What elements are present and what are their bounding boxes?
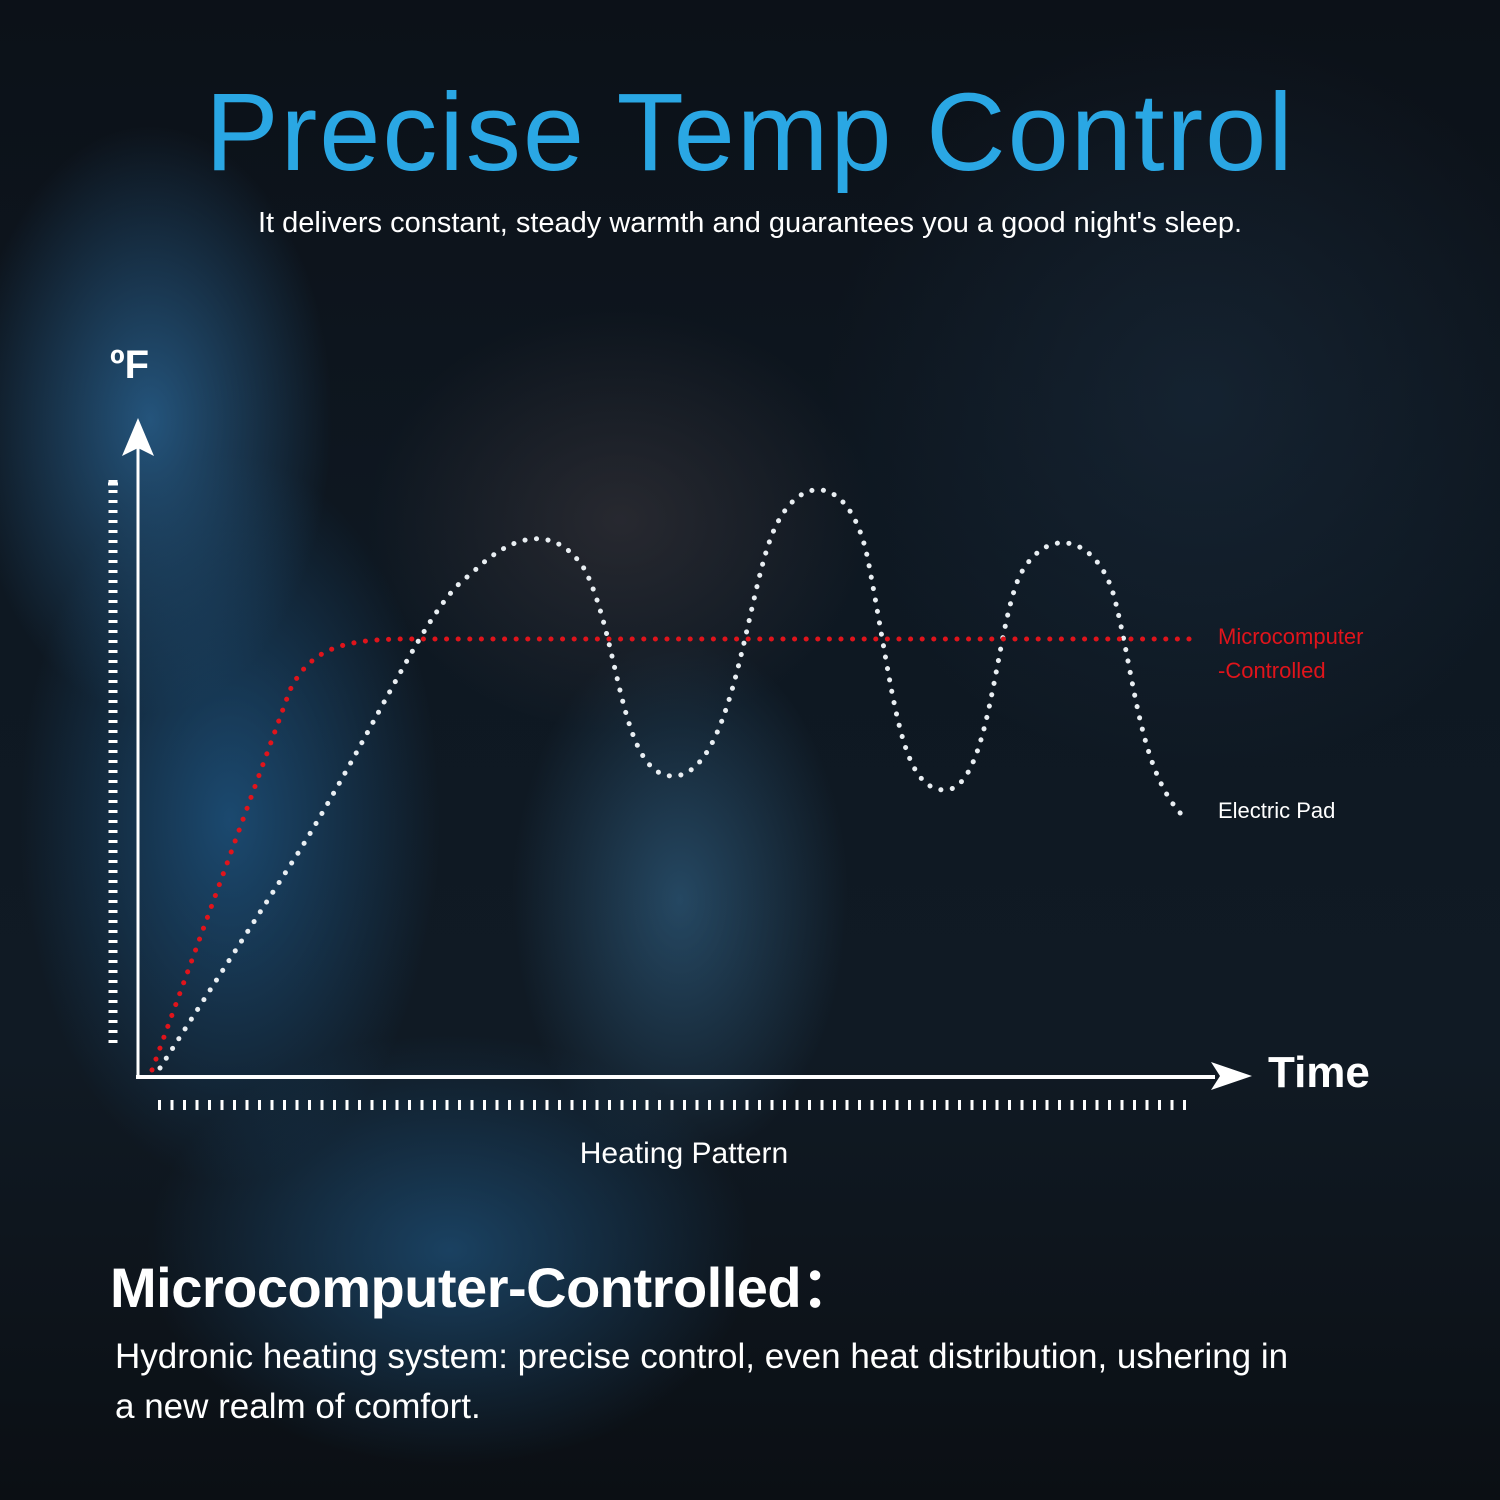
feature-title: Microcomputer-Controlled： (110, 1256, 857, 1319)
y-axis-label: ºF (110, 343, 150, 387)
feature-description: Hydronic heating system: precise control… (115, 1337, 1289, 1426)
microcomputer-series (149, 636, 1203, 1073)
electric-pad-series (157, 487, 1185, 1071)
legend-electric-pad: Electric Pad (1218, 798, 1336, 823)
y-axis-arrow-icon (122, 418, 154, 456)
page-title: Precise Temp Control (205, 71, 1295, 194)
legend-microcomputer: Microcomputer -Controlled (1218, 620, 1363, 688)
legend-microcomputer-line2: -Controlled (1218, 658, 1326, 683)
chart-caption: Heating Pattern (579, 1137, 789, 1170)
x-axis-arrow-icon (1211, 1062, 1252, 1090)
subtitle: It delivers constant, steady warmth and … (257, 207, 1243, 239)
x-axis-label: Time (1268, 1048, 1370, 1097)
legend-microcomputer-line1: Microcomputer (1218, 624, 1364, 649)
